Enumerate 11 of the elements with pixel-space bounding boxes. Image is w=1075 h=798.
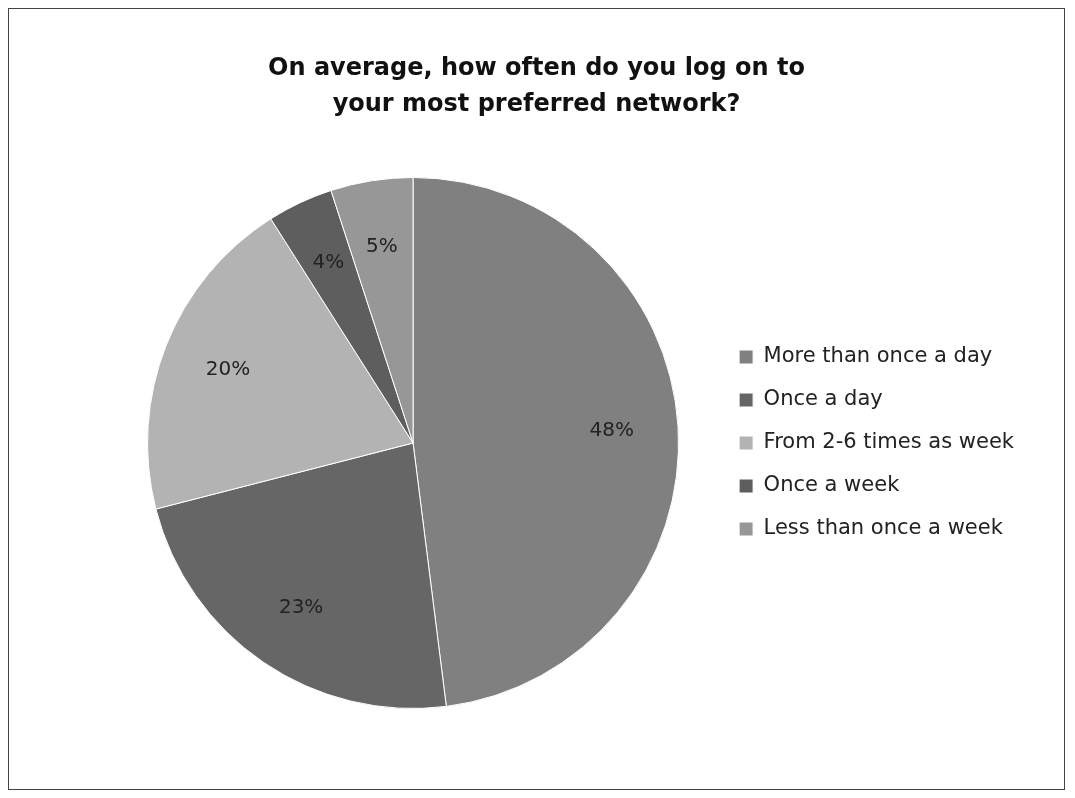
legend-label: Once a week bbox=[763, 472, 901, 497]
legend-label: More than once a day bbox=[763, 343, 993, 368]
data-label: 23% bbox=[278, 593, 324, 618]
legend-label: Once a day bbox=[763, 386, 883, 411]
data-label: 5% bbox=[366, 232, 398, 257]
legend-label: Less than once a week bbox=[763, 515, 1004, 540]
legend-label: From 2-6 times as week bbox=[763, 429, 1015, 454]
data-label: 4% bbox=[312, 249, 345, 274]
chart-title: On average, how often do you log on to your most preferred network? bbox=[267, 52, 806, 119]
data-label: 20% bbox=[205, 355, 251, 380]
data-label: 48% bbox=[589, 416, 635, 441]
